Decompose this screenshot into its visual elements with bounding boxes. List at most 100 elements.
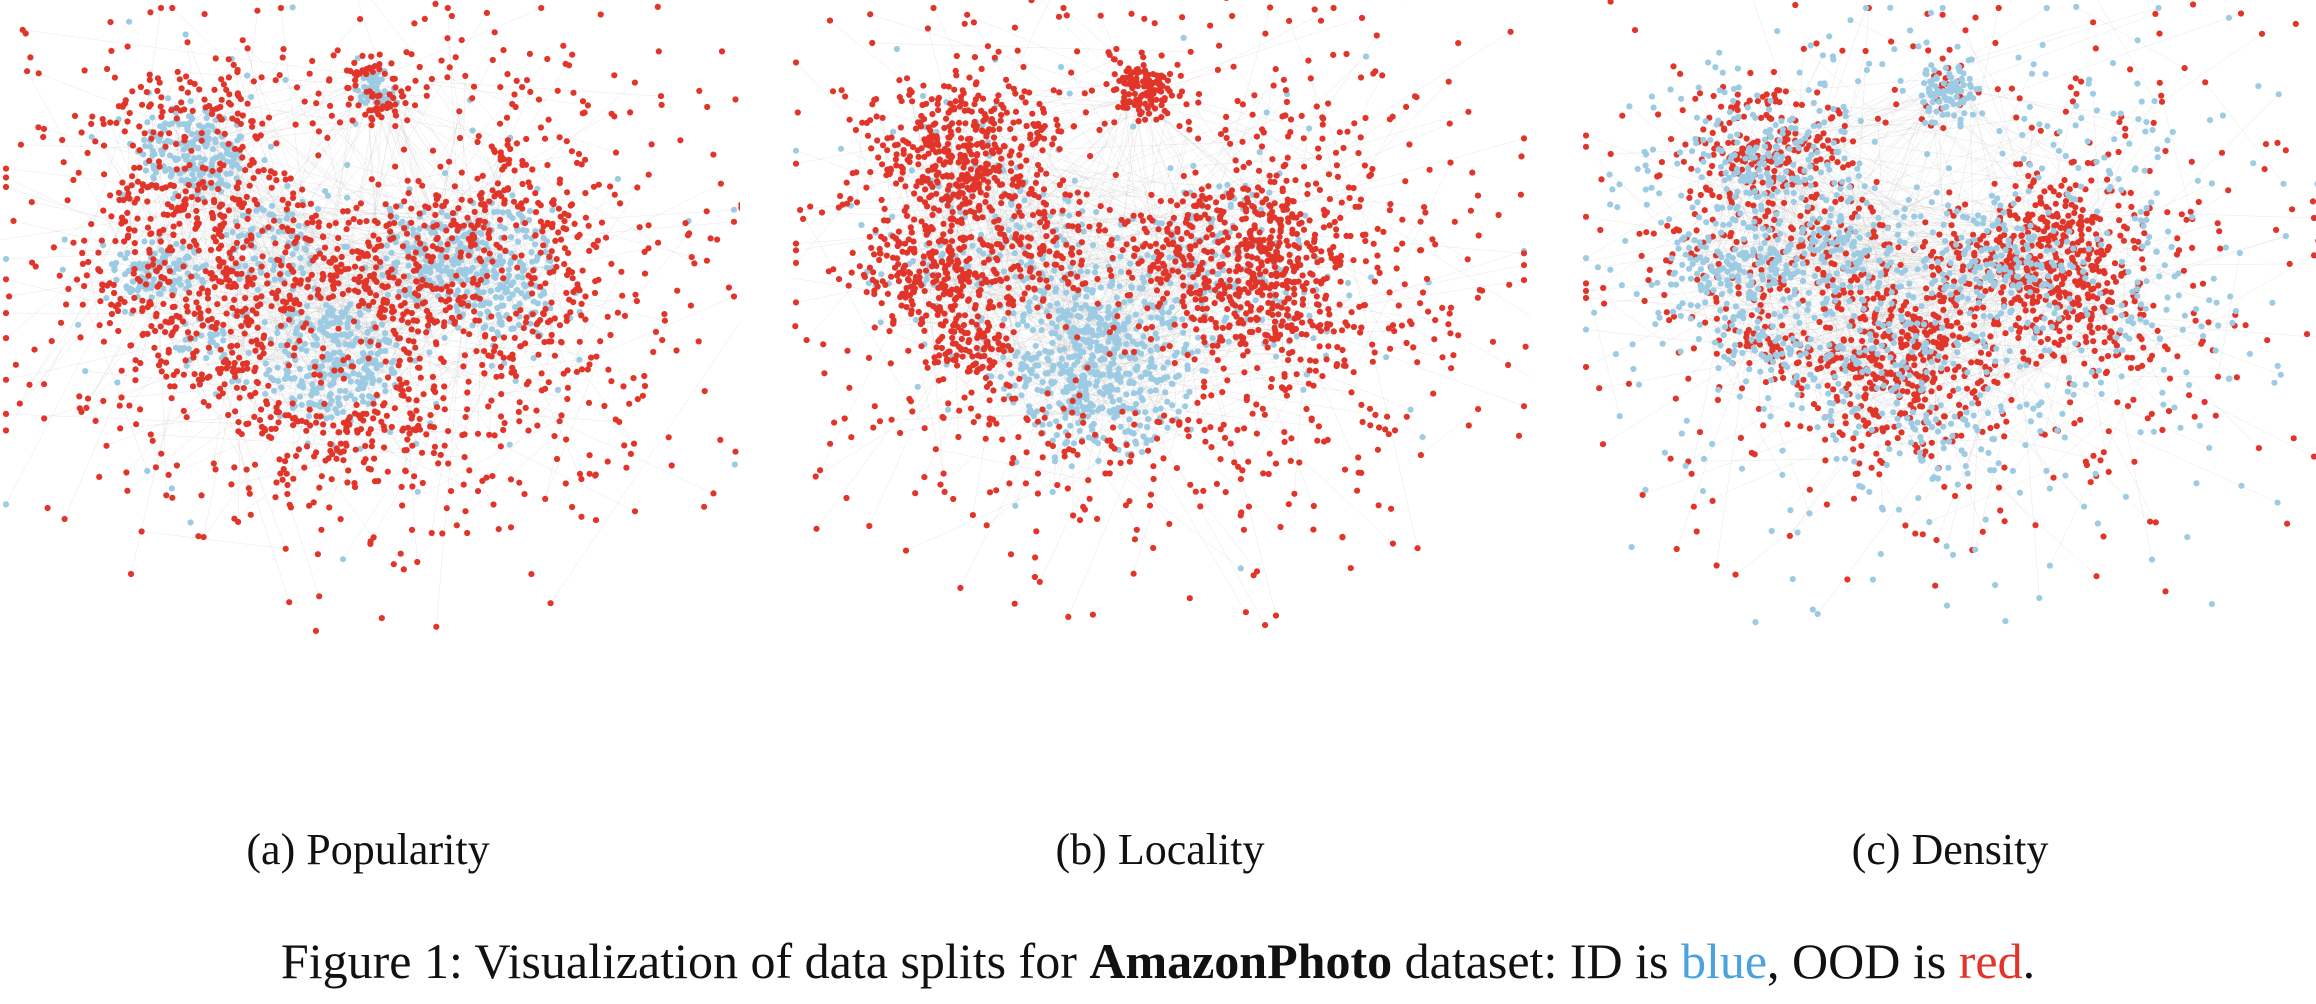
ood-node (430, 223, 437, 230)
ood-node (1181, 303, 1188, 310)
ood-node (1160, 74, 1167, 81)
ood-node (173, 368, 181, 375)
ood-node (271, 170, 278, 177)
ood-node (157, 130, 164, 137)
ood-node (223, 86, 230, 93)
ood-node (6, 293, 13, 300)
ood-node (425, 204, 432, 212)
ood-node (351, 484, 359, 491)
ood-node (1209, 268, 1216, 275)
ood-node (1184, 211, 1191, 219)
ood-node (293, 452, 300, 460)
ood-node (398, 88, 405, 95)
id-node (122, 255, 129, 262)
ood-node (418, 449, 426, 456)
ood-node (497, 443, 504, 450)
id-node (544, 264, 551, 271)
ood-node (243, 283, 250, 290)
id-node (393, 214, 400, 221)
ood-node (351, 287, 359, 294)
ood-node (1254, 255, 1261, 262)
id-node (1114, 386, 1121, 393)
id-node (477, 310, 484, 317)
ood-node (1101, 227, 1109, 234)
ood-node (159, 108, 166, 116)
ood-node (863, 184, 870, 191)
ood-node (369, 438, 376, 445)
ood-node (544, 55, 551, 63)
ood-node (412, 77, 419, 84)
ood-node (280, 466, 287, 473)
ood-node (275, 399, 282, 407)
id-node (142, 143, 149, 150)
ood-node (911, 190, 918, 197)
id-node (223, 231, 230, 238)
ood-node (460, 328, 467, 335)
ood-node (1131, 245, 1138, 252)
ood-node (169, 329, 176, 336)
ood-node (1230, 224, 1237, 231)
ood-node (522, 319, 530, 326)
ood-node (152, 464, 159, 471)
ood-node (995, 339, 1002, 347)
ood-node (972, 126, 979, 133)
ood-node (200, 322, 207, 329)
ood-node (1190, 192, 1197, 199)
id-node (111, 267, 118, 274)
id-node (1140, 433, 1147, 440)
ood-node (1317, 322, 1324, 329)
id-node (1056, 334, 1063, 341)
ood-node (398, 381, 405, 388)
ood-node (381, 400, 388, 407)
ood-node (452, 54, 459, 61)
ood-node (290, 475, 297, 482)
ood-node (131, 294, 138, 301)
id-node (1020, 313, 1027, 320)
ood-node (630, 375, 637, 382)
id-node (1065, 198, 1072, 205)
ood-node (281, 280, 288, 287)
id-node (1148, 358, 1155, 365)
ood-node (972, 158, 979, 165)
ood-node (108, 310, 115, 318)
ood-node (372, 324, 379, 331)
ood-node (229, 368, 236, 375)
ood-node (182, 188, 189, 195)
ood-node (289, 194, 297, 201)
ood-node (1129, 69, 1136, 76)
ood-node (962, 120, 969, 127)
ood-node (1244, 267, 1251, 274)
ood-node (410, 267, 417, 274)
ood-node (1271, 283, 1278, 290)
ood-node (317, 379, 325, 386)
ood-node (360, 417, 367, 424)
id-node (1121, 299, 1128, 306)
ood-node (1284, 201, 1291, 208)
ood-node (221, 381, 228, 388)
ood-node (903, 138, 910, 145)
ood-node (386, 91, 393, 98)
id-node (312, 358, 319, 365)
id-node (124, 284, 131, 292)
ood-node (1102, 470, 1109, 477)
id-node (1029, 327, 1037, 334)
id-node (178, 177, 185, 184)
ood-node (332, 256, 339, 263)
ood-node (990, 164, 997, 171)
id-node (352, 338, 359, 345)
ood-node (307, 422, 314, 429)
id-node (1042, 370, 1049, 377)
ood-node (40, 125, 48, 132)
ood-node (208, 179, 215, 186)
ood-node (216, 278, 223, 285)
ood-node (166, 130, 173, 137)
id-node (1046, 421, 1053, 428)
ood-node (393, 203, 400, 210)
ood-node (183, 303, 190, 310)
id-node (1181, 345, 1188, 352)
id-node (1153, 335, 1161, 342)
ood-node (529, 166, 536, 173)
ood-node (392, 101, 399, 108)
id-node (527, 208, 534, 215)
ood-node (390, 327, 397, 334)
